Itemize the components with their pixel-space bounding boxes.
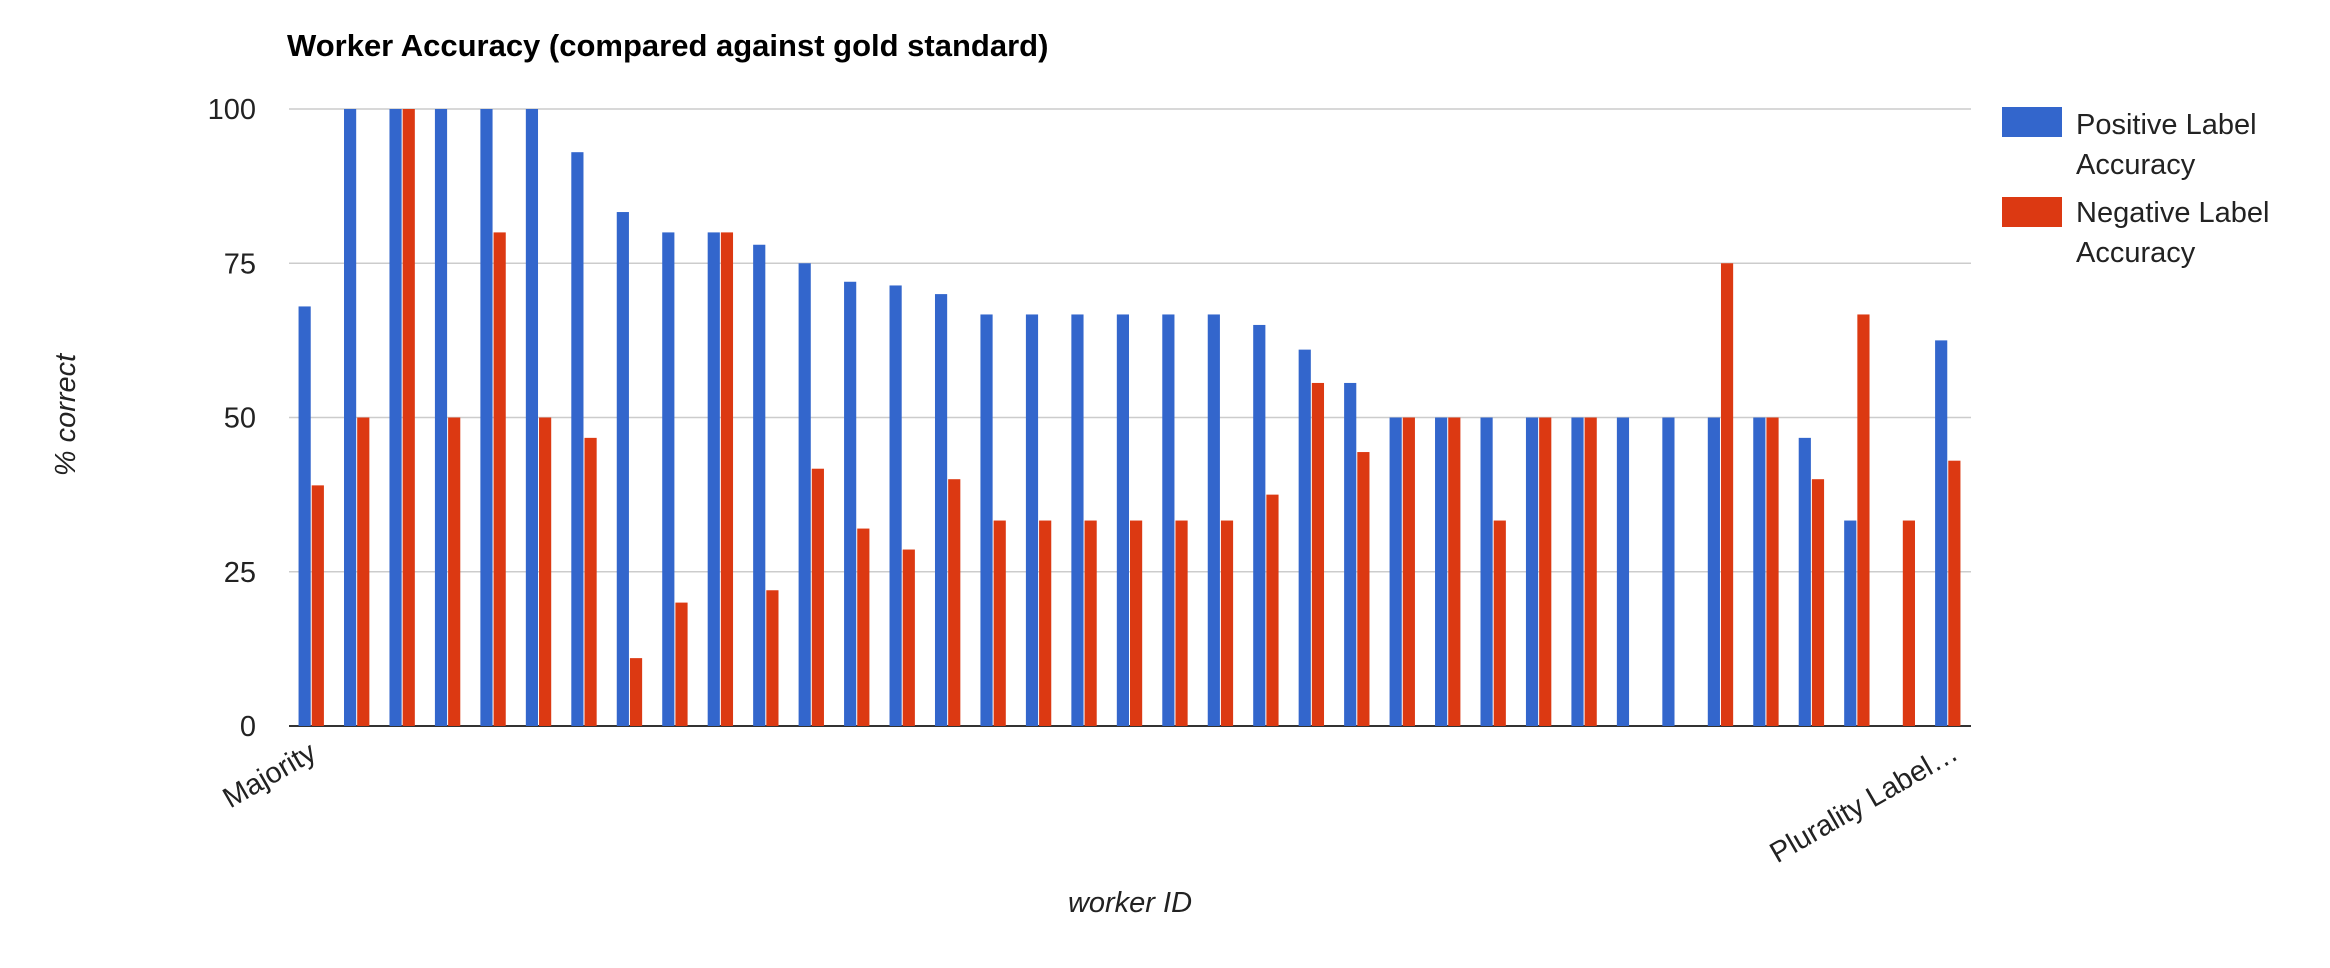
bar-positive [934,294,948,726]
bar-positive [1344,382,1357,726]
bar-negative [1357,452,1370,726]
bar-positive [1571,417,1584,726]
bar-positive [980,314,993,726]
bar-negative [1857,314,1870,726]
chart-title: Worker Accuracy (compared against gold s… [287,28,1048,63]
bar-positive [1662,417,1675,726]
bar-positive [1116,314,1129,726]
bar-positive [344,109,357,726]
bar-positive [1935,340,1948,727]
bar-positive [480,109,493,726]
bar-positive [571,152,584,726]
bar-positive [707,232,720,726]
bar-positive [1025,314,1039,726]
legend-label-negative: Negative Label [2076,197,2269,229]
bar-positive [389,109,402,726]
bar-negative [629,658,643,726]
bar-positive [298,306,311,726]
bar-positive [1798,437,1811,726]
legend-item-positive: Positive Label Accuracy [2002,107,2257,181]
bar-positive [1707,417,1720,726]
bar-negative [1493,520,1506,726]
y-tick-label: 50 [224,403,256,435]
bar-negative [766,590,779,726]
bar-negative [720,232,734,726]
bar-positive [1844,520,1857,726]
bar-negative [1948,460,1961,726]
bar-positive [1298,349,1311,726]
bar-negative [402,109,415,726]
bar-negative [493,232,506,726]
bar-negative [1130,520,1143,726]
bar-positive [1389,417,1402,726]
y-axis-ticks: 0 25 50 75 100 [208,94,256,743]
bar-negative [1811,479,1825,726]
bar-negative [1220,520,1234,726]
bar-negative [1039,520,1052,726]
bar-negative [1266,494,1279,727]
bar-positive [1207,314,1220,726]
bar-negative [1175,520,1188,726]
legend-label-negative-line2: Accuracy [2076,237,2196,269]
x-tick-label-last: Plurality Label… [1765,736,1964,869]
bar-negative [1766,417,1779,726]
bar-negative [857,528,870,726]
bar-positive [616,212,629,727]
y-tick-label: 25 [224,557,256,589]
legend-swatch-negative [2002,197,2062,227]
bar-positive [1435,417,1448,726]
bar-negative [993,520,1006,726]
bar-positive [1071,314,1084,726]
bar-positive [798,263,811,726]
bar-positive [1525,417,1539,726]
bar-negative [448,417,461,726]
bar-negative [902,549,915,726]
bar-negative [1539,417,1552,726]
bar-negative [539,417,552,726]
legend-label-positive: Positive Label [2076,109,2257,141]
bar-positive [1162,314,1175,726]
y-tick-label: 100 [208,94,256,126]
bar-negative [584,437,597,726]
bar-negative [357,417,370,726]
bar-positive [434,109,448,726]
bar-positive [844,281,857,726]
bar-negative [311,485,324,726]
legend-label-positive-line2: Accuracy [2076,149,2196,181]
bar-negative [1084,520,1097,726]
bar-negative [1311,382,1325,726]
legend: Positive Label Accuracy Negative Label A… [2002,107,2269,269]
bar-negative [1448,417,1461,726]
bar-negative [1584,417,1597,726]
bar-positive [889,285,902,726]
legend-swatch-positive [2002,107,2062,137]
x-axis-title: worker ID [1068,887,1192,919]
bar-negative [1902,520,1915,726]
y-tick-label: 75 [224,248,256,280]
x-axis-ticks: Majority Plurality Label… [218,736,1964,870]
bar-positive [1616,417,1630,726]
legend-item-negative: Negative Label Accuracy [2002,197,2269,269]
bar-positive [753,244,766,727]
x-tick-label-first: Majority [218,736,322,815]
bars [298,109,1961,727]
bar-positive [525,109,539,726]
bar-negative [811,468,824,726]
y-tick-label: 0 [240,711,256,743]
bar-negative [1402,417,1415,726]
bar-positive [662,232,675,726]
y-axis-title: % correct [50,352,82,476]
bar-negative [675,602,688,726]
bar-negative [948,479,961,726]
bar-positive [1253,324,1266,726]
bar-positive [1480,417,1493,726]
bar-negative [1720,263,1734,726]
bar-positive [1753,417,1766,726]
